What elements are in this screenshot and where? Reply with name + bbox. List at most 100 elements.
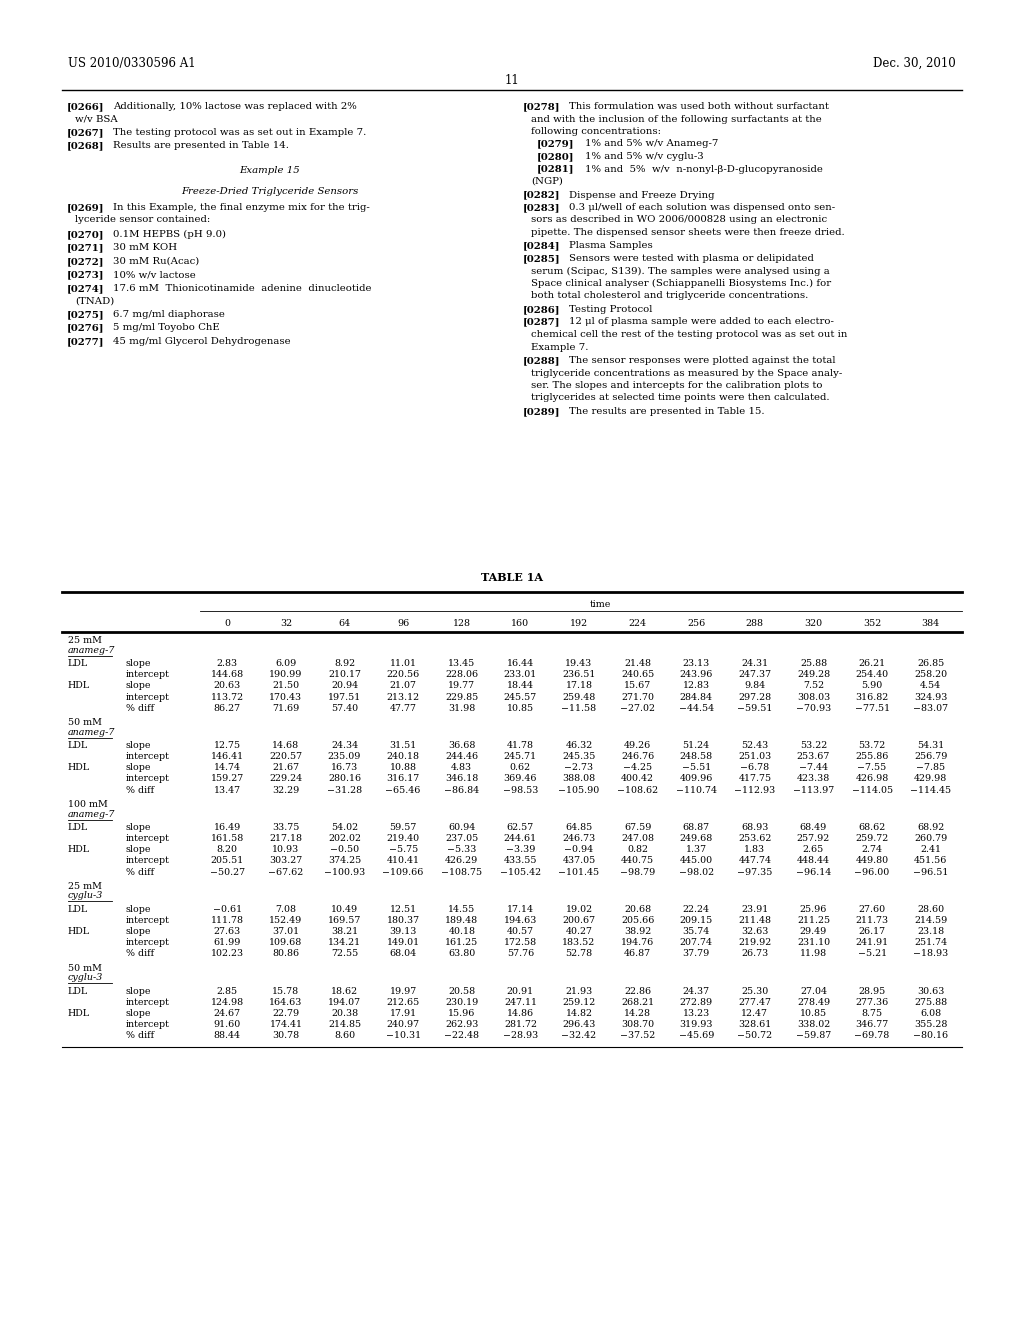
Text: (NGP): (NGP) <box>531 177 563 186</box>
Text: −108.75: −108.75 <box>441 867 482 876</box>
Text: −105.90: −105.90 <box>558 785 600 795</box>
Text: slope: slope <box>126 659 152 668</box>
Text: 25.88: 25.88 <box>800 659 827 668</box>
Text: 23.13: 23.13 <box>683 659 710 668</box>
Text: 240.97: 240.97 <box>387 1020 420 1030</box>
Text: slope: slope <box>126 1008 152 1018</box>
Text: 28.95: 28.95 <box>858 986 886 995</box>
Text: 409.96: 409.96 <box>680 775 713 783</box>
Text: 30.63: 30.63 <box>918 986 944 995</box>
Text: 13.47: 13.47 <box>214 785 241 795</box>
Text: 100 mM: 100 mM <box>68 800 108 809</box>
Text: 229.85: 229.85 <box>445 693 478 701</box>
Text: The sensor responses were plotted against the total: The sensor responses were plotted agains… <box>569 356 836 366</box>
Text: 257.92: 257.92 <box>797 834 830 843</box>
Text: 259.72: 259.72 <box>855 834 889 843</box>
Text: 25 mM: 25 mM <box>68 882 101 891</box>
Text: 53.72: 53.72 <box>858 741 886 750</box>
Text: 194.76: 194.76 <box>621 939 654 948</box>
Text: 14.28: 14.28 <box>624 1008 651 1018</box>
Text: anameg-7: anameg-7 <box>68 727 116 737</box>
Text: 256.79: 256.79 <box>914 752 947 762</box>
Text: 31.51: 31.51 <box>389 741 417 750</box>
Text: % diff: % diff <box>126 785 155 795</box>
Text: [0274]: [0274] <box>67 284 104 293</box>
Text: [0272]: [0272] <box>67 257 104 267</box>
Text: −0.61: −0.61 <box>213 904 242 913</box>
Text: 423.38: 423.38 <box>797 775 830 783</box>
Text: 88.44: 88.44 <box>214 1031 241 1040</box>
Text: US 2010/0330596 A1: US 2010/0330596 A1 <box>68 57 196 70</box>
Text: −98.79: −98.79 <box>620 867 655 876</box>
Text: −98.53: −98.53 <box>503 785 538 795</box>
Text: 17.18: 17.18 <box>565 681 593 690</box>
Text: 11.01: 11.01 <box>390 659 417 668</box>
Text: 249.28: 249.28 <box>797 671 830 678</box>
Text: 214.59: 214.59 <box>914 916 947 925</box>
Text: 233.01: 233.01 <box>504 671 537 678</box>
Text: 21.67: 21.67 <box>272 763 299 772</box>
Text: 445.00: 445.00 <box>680 857 713 866</box>
Text: [0287]: [0287] <box>523 318 560 326</box>
Text: 253.62: 253.62 <box>738 834 771 843</box>
Text: 25.30: 25.30 <box>741 986 768 995</box>
Text: 14.82: 14.82 <box>565 1008 593 1018</box>
Text: [0279]: [0279] <box>537 140 574 149</box>
Text: 410.41: 410.41 <box>387 857 420 866</box>
Text: 68.62: 68.62 <box>858 822 886 832</box>
Text: 213.12: 213.12 <box>387 693 420 701</box>
Text: [0270]: [0270] <box>67 230 104 239</box>
Text: 26.85: 26.85 <box>918 659 944 668</box>
Text: −27.02: −27.02 <box>621 704 655 713</box>
Text: −5.75: −5.75 <box>388 845 418 854</box>
Text: −96.14: −96.14 <box>796 867 831 876</box>
Text: −69.78: −69.78 <box>854 1031 890 1040</box>
Text: 19.97: 19.97 <box>389 986 417 995</box>
Text: LDL: LDL <box>68 986 88 995</box>
Text: 355.28: 355.28 <box>914 1020 947 1030</box>
Text: 36.68: 36.68 <box>449 741 475 750</box>
Text: Testing Protocol: Testing Protocol <box>569 305 652 314</box>
Text: 230.19: 230.19 <box>445 998 478 1007</box>
Text: 308.03: 308.03 <box>797 693 830 701</box>
Text: 8.20: 8.20 <box>217 845 238 854</box>
Text: 11: 11 <box>505 74 519 87</box>
Text: 210.17: 210.17 <box>328 671 361 678</box>
Text: intercept: intercept <box>126 939 170 948</box>
Text: 172.58: 172.58 <box>504 939 537 948</box>
Text: −86.84: −86.84 <box>444 785 479 795</box>
Text: [0271]: [0271] <box>67 243 104 252</box>
Text: 57.40: 57.40 <box>331 704 358 713</box>
Text: 8.75: 8.75 <box>861 1008 883 1018</box>
Text: 68.04: 68.04 <box>389 949 417 958</box>
Text: 38.92: 38.92 <box>624 927 651 936</box>
Text: 21.93: 21.93 <box>565 986 593 995</box>
Text: 161.58: 161.58 <box>211 834 244 843</box>
Text: 14.68: 14.68 <box>272 741 299 750</box>
Text: 236.51: 236.51 <box>562 671 596 678</box>
Text: 19.43: 19.43 <box>565 659 593 668</box>
Text: 164.63: 164.63 <box>269 998 303 1007</box>
Text: −59.87: −59.87 <box>796 1031 831 1040</box>
Text: −96.00: −96.00 <box>854 867 890 876</box>
Text: % diff: % diff <box>126 949 155 958</box>
Text: Space clinical analyser (Schiappanelli Biosystems Inc.) for: Space clinical analyser (Schiappanelli B… <box>531 279 831 288</box>
Text: serum (Scipac, S139). The samples were analysed using a: serum (Scipac, S139). The samples were a… <box>531 267 829 276</box>
Text: 144.68: 144.68 <box>211 671 244 678</box>
Text: 256: 256 <box>687 619 706 628</box>
Text: 205.51: 205.51 <box>211 857 244 866</box>
Text: 384: 384 <box>922 619 940 628</box>
Text: 183.52: 183.52 <box>562 939 596 948</box>
Text: 57.76: 57.76 <box>507 949 534 958</box>
Text: −22.48: −22.48 <box>444 1031 479 1040</box>
Text: 211.48: 211.48 <box>738 916 771 925</box>
Text: 68.92: 68.92 <box>918 822 944 832</box>
Text: −32.42: −32.42 <box>561 1031 597 1040</box>
Text: intercept: intercept <box>126 916 170 925</box>
Text: 23.18: 23.18 <box>918 927 944 936</box>
Text: −114.05: −114.05 <box>852 785 893 795</box>
Text: 10.85: 10.85 <box>507 704 534 713</box>
Text: 5.90: 5.90 <box>861 681 883 690</box>
Text: 259.12: 259.12 <box>562 998 596 1007</box>
Text: 268.21: 268.21 <box>621 998 654 1007</box>
